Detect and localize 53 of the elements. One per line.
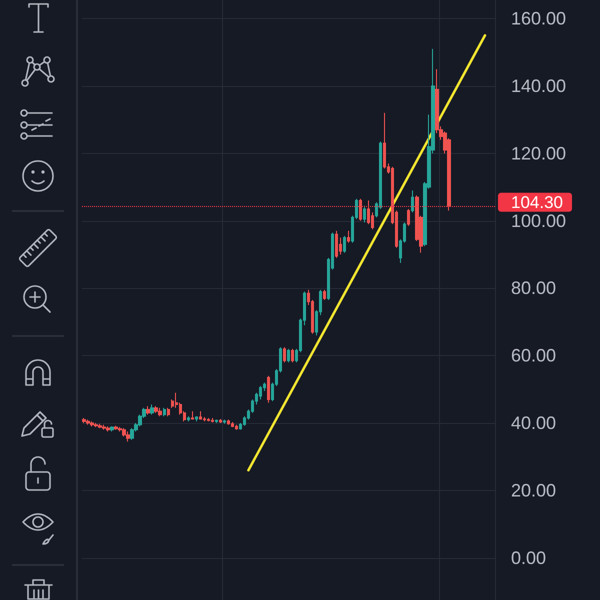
- candlestick: [231, 422, 234, 428]
- candlestick: [367, 200, 370, 225]
- candlestick: [283, 346, 286, 363]
- y-tick-label: 80.00: [511, 278, 556, 298]
- y-tick-label: 100.00: [511, 210, 566, 231]
- candlestick: [287, 348, 290, 363]
- candlestick: [411, 190, 414, 213]
- candlestick: [359, 198, 362, 222]
- candlestick: [199, 410, 202, 420]
- candlestick: [347, 230, 350, 244]
- candlestick: [363, 205, 366, 223]
- candlestick: [154, 406, 158, 414]
- candlestick: [110, 426, 114, 432]
- candlestick: [211, 417, 214, 423]
- candlestick: [291, 348, 294, 363]
- candlestick: [82, 417, 86, 424]
- candlestick: [167, 407, 170, 417]
- y-tick-label: 160.00: [511, 8, 566, 29]
- candlestick: [94, 422, 98, 428]
- candlestick: [335, 230, 338, 258]
- candlestick: [407, 208, 410, 226]
- candlestick: [122, 428, 126, 438]
- candlestick: [383, 112, 386, 170]
- candlestick: [187, 416, 190, 422]
- candlestick: [207, 417, 210, 422]
- candlestick: [158, 407, 162, 417]
- candlestick: [126, 430, 130, 442]
- y-tick-label: 140.00: [511, 76, 566, 96]
- candlestick: [323, 289, 326, 300]
- y-tick-label: 20.00: [511, 480, 556, 500]
- candlestick: [114, 425, 118, 430]
- candlestick: [98, 423, 102, 429]
- candlestick: [106, 426, 110, 432]
- candlestick: [150, 404, 154, 416]
- y-tick-label: 40.00: [511, 413, 556, 434]
- candlestick: [86, 419, 90, 426]
- candlestick: [215, 419, 218, 424]
- candlestick: [267, 375, 270, 404]
- candlestick: [90, 420, 94, 427]
- candlestick: [102, 424, 106, 430]
- candlestick: [191, 410, 194, 420]
- candlestick: [235, 424, 238, 430]
- candlestick: [146, 406, 150, 416]
- candlestick: [223, 419, 226, 424]
- candlestick: [163, 407, 166, 417]
- candlestick: [195, 416, 198, 422]
- y-tick-label: 0.00: [511, 548, 546, 568]
- ref-line-label: 104.30: [511, 192, 563, 212]
- candlestick: [343, 235, 346, 254]
- y-tick-label: 120.00: [511, 143, 566, 164]
- y-tick-label: 60.00: [511, 346, 556, 366]
- candlestick: [227, 419, 230, 426]
- candlestick: [219, 418, 222, 424]
